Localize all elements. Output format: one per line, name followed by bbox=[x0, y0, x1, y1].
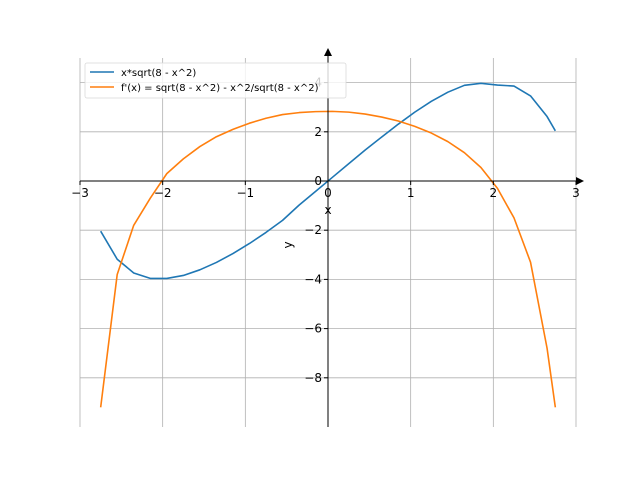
x-tick-label-2: −1 bbox=[236, 186, 254, 200]
axes bbox=[80, 48, 584, 427]
x-tick-label-6: 3 bbox=[572, 186, 580, 200]
y-tick-label-1: −6 bbox=[304, 322, 322, 336]
legend-label-series-2: f'(x) = sqrt(8 - x^2) - x^2/sqrt(8 - x^2… bbox=[121, 83, 319, 94]
y-tick-label-5: 2 bbox=[314, 125, 322, 139]
y-tick-label-2: −4 bbox=[304, 272, 322, 286]
x-tick-label-0: −3 bbox=[71, 186, 89, 200]
y-tick-label-3: −2 bbox=[304, 223, 322, 237]
y-axis-label: y bbox=[281, 241, 295, 248]
x-tick-label-1: −2 bbox=[154, 186, 172, 200]
y-tick-label-4: 0 bbox=[314, 174, 322, 188]
x-axis-arrow-icon bbox=[576, 177, 584, 185]
x-axis-label: x bbox=[324, 203, 331, 217]
series-line-2 bbox=[99, 110, 557, 408]
legend-box bbox=[84, 62, 347, 99]
x-tick-label-5: 2 bbox=[490, 186, 498, 200]
series-group bbox=[99, 82, 557, 408]
series-line-1 bbox=[99, 82, 557, 280]
x-tick-label-3: 0 bbox=[324, 186, 332, 200]
y-axis-arrow-icon bbox=[324, 48, 332, 56]
x-tick-label-4: 1 bbox=[407, 186, 415, 200]
legend: x*sqrt(8 - x^2) f'(x) = sqrt(8 - x^2) - … bbox=[84, 62, 347, 99]
legend-label-series-1: x*sqrt(8 - x^2) bbox=[121, 68, 196, 79]
y-tick-label-0: −8 bbox=[304, 371, 322, 385]
